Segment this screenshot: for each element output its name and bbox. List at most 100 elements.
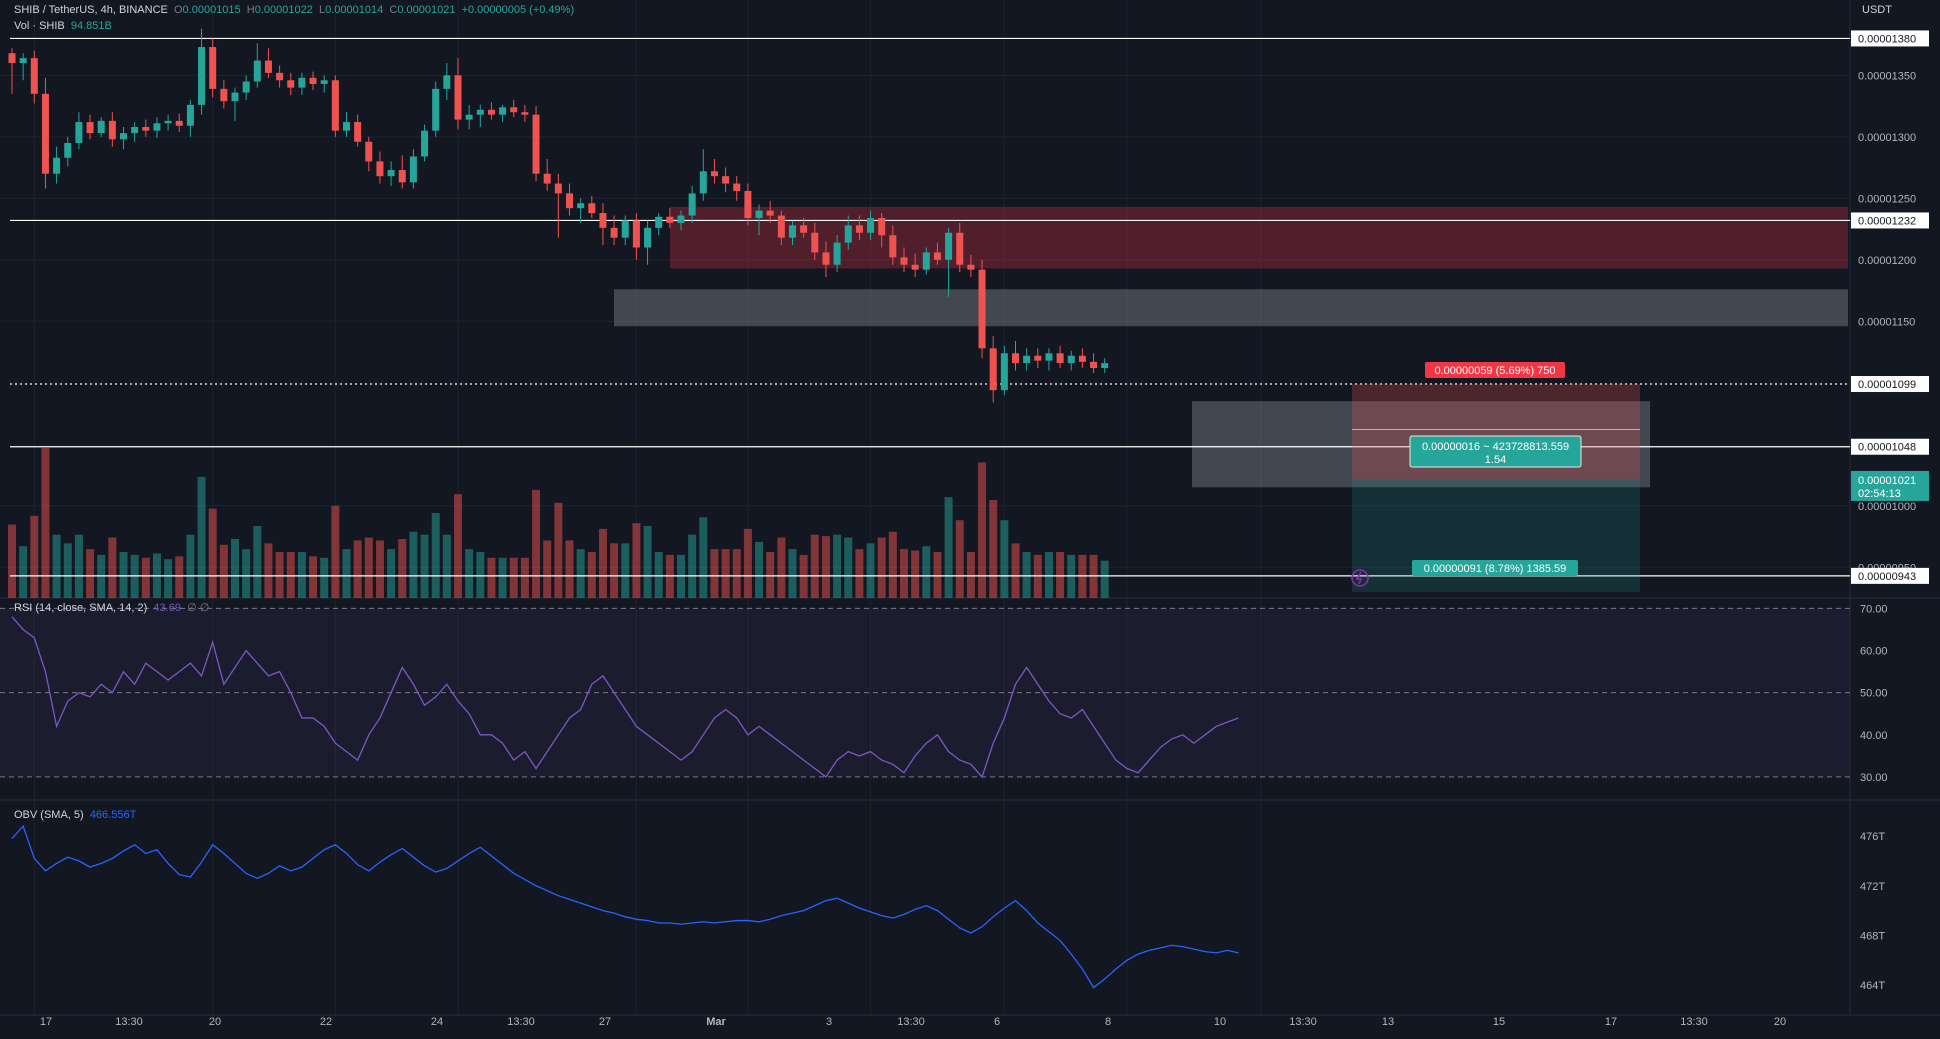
volume-bar [286, 552, 295, 598]
volume-bar [788, 549, 797, 598]
candle-body [956, 232, 964, 265]
candle-body [833, 242, 841, 265]
obv-pane [11, 824, 1239, 989]
candle-body [8, 53, 16, 64]
volume-bar [320, 557, 329, 598]
candle-body [554, 183, 562, 194]
volume-bar [331, 505, 340, 598]
symbol-legend[interactable]: SHIB / TetherUS, 4h, BINANCE O0.00001015… [14, 4, 574, 16]
last-price-badge [1851, 470, 1929, 501]
target-label-box [1412, 560, 1578, 576]
low-value: 0.00001014 [325, 4, 384, 16]
candle-body [443, 75, 451, 89]
candle-body [409, 156, 417, 183]
price-axis[interactable]: 0.00001350 0.00001300 0.00001250 0.00001200… [1851, 30, 1929, 992]
volume-bar [576, 549, 585, 598]
close-label: C [389, 4, 398, 16]
candle-body [231, 92, 239, 102]
rsi-legend[interactable]: RSI (14, close, SMA, 14, 2) 43.69 ∅ ∅ [14, 601, 209, 614]
rsi-value: 43.69 [153, 602, 181, 614]
level-badge-text: 0.00001048 [1858, 442, 1916, 454]
candle-body [933, 252, 941, 260]
volume-bar [431, 513, 440, 598]
time-axis[interactable]: 17 13:30 20 22 24 13:30 27 Mar 3 13:30 6 8 10 13:30 13… [40, 1016, 1786, 1028]
position-info-text-1: 1.54 [1485, 454, 1506, 466]
candle-body [309, 77, 317, 84]
candle-body [1045, 353, 1053, 361]
rsi-title[interactable]: RSI (14, close, SMA, 14, 2) [14, 602, 148, 614]
candle-body [1101, 363, 1109, 369]
obv-legend[interactable]: OBV (SMA, 5) 466.556T [14, 809, 136, 821]
obv-line [11, 824, 1239, 989]
volume-bar [933, 552, 942, 598]
volume-bar [1000, 520, 1009, 598]
candle-body [733, 183, 741, 191]
candle-body [1067, 355, 1075, 364]
candle-body [922, 252, 930, 270]
candle-body [644, 227, 652, 248]
candle-body [655, 216, 663, 228]
volume-bar [30, 515, 39, 598]
candle-body [19, 58, 27, 64]
volume-bar [375, 540, 384, 598]
volume-bar [487, 557, 496, 598]
position-info-box [1409, 435, 1582, 468]
candle-body [577, 203, 585, 209]
obv-title[interactable]: OBV (SMA, 5) [14, 809, 84, 821]
candle-body [766, 210, 774, 216]
candle-body [387, 170, 395, 177]
volume-bar [643, 526, 652, 598]
volume-bar [108, 537, 117, 598]
time-tick: 13:30 [897, 1016, 925, 1028]
level-badge-text: 0.00000943 [1858, 571, 1916, 583]
symbol-title[interactable]: SHIB / TetherUS, 4h, BINANCE [14, 4, 168, 16]
obv-tick: 476T [1860, 831, 1885, 843]
candle-body [86, 122, 94, 134]
candle-body [722, 176, 730, 184]
volume-bar [810, 534, 819, 598]
level-badge [1851, 376, 1929, 393]
volume-bar [688, 534, 697, 598]
candle-body [666, 216, 674, 223]
candle-body [510, 107, 518, 113]
candle-body [253, 60, 261, 82]
volume-bar [119, 552, 128, 598]
volume-bar [420, 534, 429, 598]
time-tick: 13 [1382, 1016, 1394, 1028]
volume-bars [8, 448, 1109, 598]
lightning-icon [1355, 571, 1363, 585]
volume-bar [41, 448, 50, 598]
target-label-text: 0.00000091 (8.78%) 1385.59 [1424, 563, 1567, 575]
candle-body [543, 173, 551, 184]
volume-legend[interactable]: Vol · SHIB 94.851B [14, 20, 112, 32]
zone-supply [670, 206, 1848, 269]
volume-title[interactable]: Vol · SHIB [14, 20, 65, 32]
candle-body [75, 122, 83, 143]
candle-body [1023, 355, 1031, 364]
time-tick: 13:30 [1289, 1016, 1317, 1028]
rsi-tick: 70.00 [1860, 603, 1888, 615]
candle-body [499, 107, 507, 115]
rsi-tick: 50.00 [1860, 688, 1888, 700]
price-tick: 0.00001000 [1858, 501, 1916, 513]
candle-body [688, 193, 696, 216]
candle-body [153, 123, 161, 131]
volume-bar [955, 520, 964, 598]
close-value: 0.00001021 [397, 4, 456, 16]
candle-body [632, 220, 640, 248]
volume-bar [565, 540, 574, 598]
volume-bar [164, 559, 173, 598]
volume-bar [900, 549, 908, 598]
long-position-tool[interactable]: 0.00000059 (5.69%) 750 0.00000016 ~ 42372… [1351, 362, 1640, 592]
rsi-tick: 60.00 [1860, 646, 1888, 658]
volume-bar [821, 536, 830, 598]
candle-body [710, 171, 718, 177]
candle-body [532, 114, 540, 174]
time-tick: 6 [994, 1016, 1000, 1028]
volume-bar [231, 539, 239, 598]
candle-body [41, 93, 49, 174]
candle-body [209, 47, 217, 89]
rsi-band-fill [0, 608, 1850, 777]
open-value: 0.00001015 [182, 4, 241, 16]
